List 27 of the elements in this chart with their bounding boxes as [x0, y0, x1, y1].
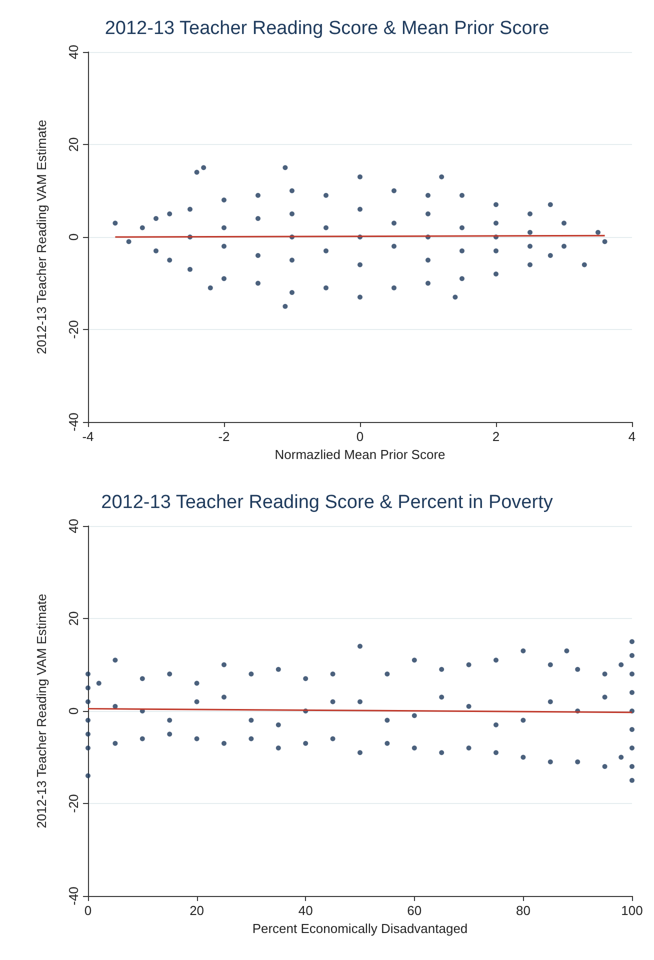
- x-tick-label: 2: [492, 429, 500, 444]
- x-tick-label: 100: [621, 903, 643, 918]
- x-tick-label: 60: [407, 903, 422, 918]
- y-axis-title: 2012-13 Teacher Reading VAM Estimate: [34, 120, 49, 354]
- x-axis-title: Percent Economically Disadvantaged: [252, 921, 468, 936]
- x-tick-label: 4: [628, 429, 636, 444]
- y-tick-label: 0: [66, 707, 81, 715]
- y-tick-label: 20: [66, 611, 81, 626]
- x-tick-label: -2: [218, 429, 230, 444]
- y-tick-label: -40: [66, 412, 81, 432]
- x-tick-label: 20: [190, 903, 204, 918]
- y-tick-label: -20: [66, 794, 81, 813]
- x-tick-label: 40: [298, 903, 313, 918]
- x-tick-label: 0: [356, 429, 364, 444]
- y-tick-label: 40: [66, 518, 81, 534]
- y-axis-title: 2012-13 Teacher Reading VAM Estimate: [34, 594, 49, 828]
- chart-title: 2012-13 Teacher Reading Score & Mean Prior Score: [104, 18, 550, 39]
- y-tick-label: 20: [66, 137, 81, 152]
- y-tick-label: -20: [66, 320, 81, 339]
- x-tick-label: -4: [82, 429, 94, 444]
- y-tick-label: 40: [66, 44, 81, 60]
- y-tick-label: -40: [66, 886, 81, 906]
- x-tick-label: 80: [516, 903, 530, 918]
- x-axis-title: Normazlied Mean Prior Score: [274, 447, 446, 462]
- chart-title: 2012-13 Teacher Reading Score & Percent in Poverty: [101, 492, 554, 513]
- x-tick-label: 0: [84, 903, 92, 918]
- y-tick-label: 0: [66, 233, 81, 241]
